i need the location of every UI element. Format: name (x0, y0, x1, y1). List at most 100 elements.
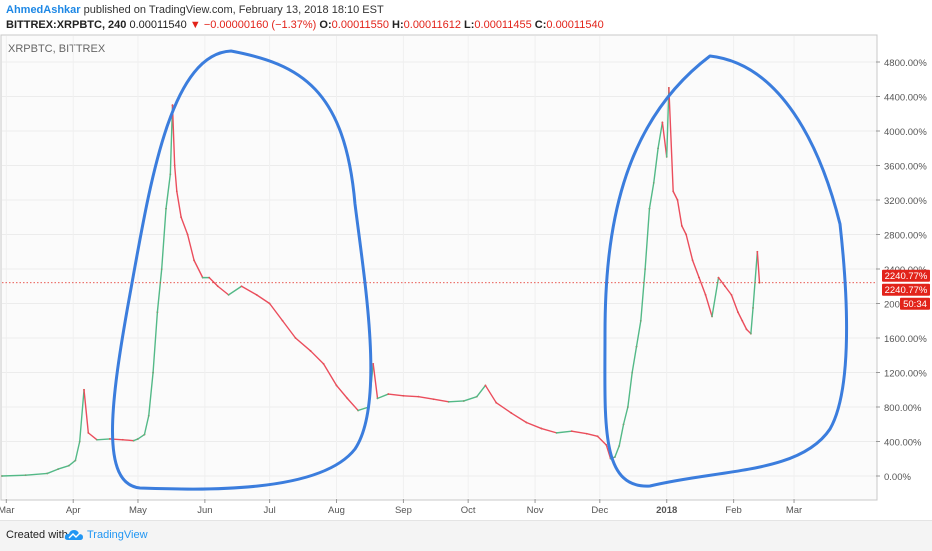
price-segment (711, 276, 720, 318)
price-segment (756, 251, 761, 284)
x-tick-label: Nov (527, 505, 544, 516)
high-value: 0.00011612 (403, 19, 461, 31)
x-tick-label: Jun (197, 505, 212, 516)
last-price: 0.00011540 (129, 19, 187, 31)
y-tick-label: 3200.00% (884, 196, 927, 207)
x-tick-label: Mar (0, 505, 15, 516)
price-segment (484, 384, 497, 404)
price-segment (525, 421, 543, 430)
price-segment (672, 190, 679, 201)
x-tick-label: Mar (786, 505, 802, 516)
price-segment (387, 393, 405, 397)
price-change: −0.00000160 (−1.37%) (203, 19, 317, 31)
price-segment (476, 384, 487, 398)
price-segment (681, 225, 687, 236)
price-segment (193, 259, 204, 279)
price-point (758, 281, 761, 284)
price-segment (96, 438, 111, 441)
price-segment (402, 395, 420, 398)
price-segment (335, 384, 349, 400)
price-segment (495, 401, 513, 414)
price-segment (173, 164, 178, 193)
price-segment (294, 337, 312, 352)
publish-info: published on TradingView.com, February 1… (83, 4, 384, 16)
y-tick-label: 4400.00% (884, 93, 927, 104)
symbol-line: BITTREX:XRPBTC, 240 0.00011540 ▼ −0.0000… (6, 19, 604, 31)
price-segment (122, 439, 135, 442)
price-segment (657, 121, 664, 149)
price-segment (698, 276, 707, 296)
y-tick-label: 3600.00% (884, 162, 927, 173)
author-link[interactable]: AhmedAshkar (6, 4, 81, 16)
price-segment (627, 371, 633, 408)
price-chart[interactable]: XRPBTC, BITTREX 0.00% 400.00% 800.00% 1200.… (0, 34, 932, 520)
close-label: C: (534, 19, 547, 31)
y-tick-label: 0.00% (884, 472, 911, 483)
price-segment (640, 268, 646, 322)
y-tick-label: 800.00% (884, 403, 922, 414)
price-segment (605, 444, 612, 460)
price-segment (255, 294, 271, 305)
price-segment (745, 328, 752, 335)
footer-bar: Created with TradingView (0, 520, 932, 551)
price-segment (676, 199, 683, 227)
price-segment (74, 440, 81, 462)
price-segment (137, 433, 146, 440)
price-segment (309, 350, 325, 365)
price-segment (186, 233, 195, 262)
chart-container[interactable]: XRPBTC, BITTREX 0.00% 400.00% 800.00% 1200.… (0, 34, 932, 520)
publish-line: AhmedAshkar published on TradingView.com… (6, 4, 384, 16)
low-label: L: (464, 19, 475, 31)
price-segment (346, 397, 359, 412)
price-segment (661, 121, 668, 158)
price-segment (737, 311, 743, 322)
price-segment (208, 276, 219, 287)
price-segment (571, 430, 588, 435)
y-tick-label: 400.00% (884, 438, 922, 449)
price-segment (83, 389, 90, 434)
price-label-text: 2240.77% (885, 271, 928, 282)
price-segment (180, 216, 189, 236)
price-segment (78, 389, 85, 443)
price-segment (68, 459, 77, 467)
tradingview-link[interactable]: TradingView (87, 529, 148, 541)
price-segment (156, 268, 163, 313)
close-value: 0.00011540 (546, 19, 604, 31)
price-segment (741, 320, 748, 331)
price-segment (417, 395, 435, 400)
y-tick-label: 2800.00% (884, 231, 927, 242)
down-arrow-icon: ▼ (189, 19, 201, 31)
price-label-box (882, 269, 930, 282)
price-segment (372, 363, 379, 400)
price-label-box (900, 297, 930, 310)
y-tick-label: 4800.00% (884, 58, 927, 69)
price-segment (724, 285, 733, 296)
price-segment (268, 302, 284, 322)
open-label: O: (319, 19, 332, 31)
x-tick-label: Oct (461, 505, 476, 516)
low-value: 0.00011455 (474, 19, 532, 31)
price-segment (448, 400, 465, 403)
price-segment (161, 207, 167, 270)
y-tick-label: 1600.00% (884, 334, 927, 345)
created-with: Created with (6, 529, 68, 541)
y-tick-label: 4000.00% (884, 127, 927, 138)
price-segment (540, 427, 558, 434)
high-label: H: (392, 19, 404, 31)
price-segment (631, 345, 638, 374)
price-segment (217, 285, 230, 296)
price-segment (322, 363, 338, 387)
price-segment (750, 307, 754, 335)
price-segment (87, 432, 98, 441)
price-segment (432, 398, 450, 403)
x-tick-label: Aug (328, 505, 345, 516)
price-segment (717, 276, 726, 287)
price-segment (653, 147, 659, 184)
price-segment (666, 87, 670, 158)
price-segment (176, 190, 182, 218)
price-segment (148, 371, 154, 417)
price-segment (240, 285, 258, 296)
price-segment (668, 87, 674, 193)
x-tick-label: Dec (591, 505, 608, 516)
x-tick-label: Feb (725, 505, 741, 516)
